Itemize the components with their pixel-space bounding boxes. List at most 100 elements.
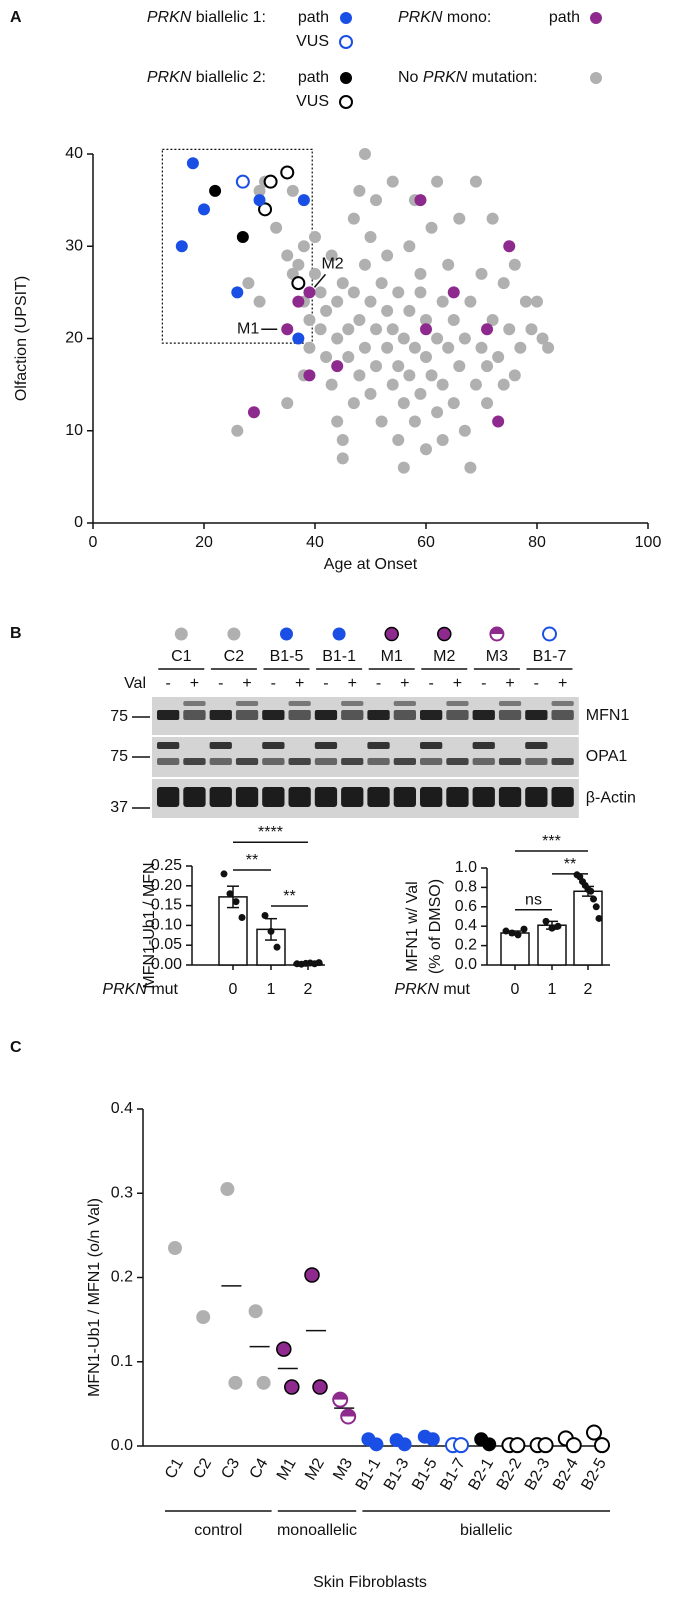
scatter-point: [492, 415, 505, 428]
blot-band: [209, 710, 232, 720]
data-point: [238, 913, 246, 921]
scatter-point: [358, 148, 371, 160]
blot-band: [367, 710, 390, 720]
text-span: (% of DMSO): [427, 879, 444, 974]
text-span: -: [376, 675, 381, 692]
text-span: biallelic 2:: [191, 69, 266, 86]
scatter-point: [403, 369, 416, 382]
text-span: 0.00: [151, 956, 182, 973]
scatter-point: [436, 433, 449, 446]
text-span: mutation:: [467, 69, 537, 86]
data-point: [220, 870, 228, 878]
scatter-point: [375, 415, 388, 428]
blot-band: [341, 701, 364, 706]
text-span: C1: [171, 648, 192, 665]
scatter-point: [497, 378, 510, 391]
scatter-point: [420, 314, 432, 327]
sample-label: C1: [171, 648, 192, 665]
significance-label: **: [283, 888, 295, 905]
text-span: biallelic: [460, 1522, 512, 1539]
treatment-sign: +: [400, 675, 409, 692]
text-span: 1: [548, 981, 557, 998]
scatter-point: [370, 194, 383, 207]
text-span: +: [348, 675, 357, 692]
y-axis-label: MFN1 w/ Val: [404, 881, 421, 971]
x-axis-label: Skin Fibroblasts: [313, 1574, 427, 1591]
data-point: [284, 1379, 300, 1395]
blot-band: [472, 710, 495, 720]
scatter-point: [235, 174, 250, 189]
text-span: 40: [306, 534, 324, 551]
text-span: mut: [439, 981, 471, 998]
blot-band: [367, 742, 390, 749]
treatment-sign: -: [428, 675, 433, 692]
scatter-point: [447, 286, 460, 299]
scatter-point: [481, 323, 494, 336]
blot-band: [393, 710, 416, 720]
blot-band: [498, 787, 522, 807]
blot-band: [262, 787, 285, 807]
sample-label: M3: [486, 648, 508, 665]
scatter-point: [436, 378, 449, 391]
y-tick-label: 0: [74, 514, 83, 531]
legend-group-label: PRKN mono:: [398, 9, 491, 26]
text-span: 1.0: [455, 859, 477, 876]
text-span: 20: [195, 534, 213, 551]
text-span: 0.4: [455, 917, 477, 934]
scatter-point: [386, 378, 399, 391]
scatter-point: [198, 203, 210, 216]
treatment-sign: +: [242, 675, 251, 692]
blot-band: [235, 758, 259, 765]
scatter-point: [508, 258, 521, 271]
y-tick-label: 0.25: [151, 857, 182, 874]
data-point: [542, 917, 550, 925]
blot-band: [551, 710, 574, 720]
scatter-point: [325, 378, 338, 391]
text-span: 0.10: [151, 917, 182, 934]
scatter-point: [536, 332, 549, 345]
scatter-point: [247, 406, 260, 419]
text-span: 0.20: [151, 877, 182, 894]
text-span: +: [295, 675, 304, 692]
x-tick-label: 100: [635, 534, 662, 551]
y-tick-label: 0.0: [455, 956, 477, 973]
scatter-point: [514, 341, 527, 354]
x-tick-label: 2: [304, 981, 313, 998]
scatter-point: [292, 295, 305, 308]
blot-band: [525, 787, 548, 807]
text-span: 0.3: [111, 1184, 133, 1201]
scatter-point: [353, 369, 366, 382]
scatter-point: [420, 443, 432, 456]
data-point: [332, 1391, 349, 1408]
legend-label: VUS: [296, 93, 329, 110]
text-span: +: [400, 675, 409, 692]
text-span: PRKN: [423, 69, 468, 86]
treatment-sign: +: [453, 675, 462, 692]
blot-band: [288, 758, 311, 765]
text-span: 1: [267, 981, 276, 998]
text-span: PRKN: [394, 981, 439, 998]
text-span: 60: [417, 534, 435, 551]
text-span: path: [298, 9, 329, 26]
text-span: M1: [381, 648, 403, 665]
scatter-point: [347, 212, 360, 225]
data-point: [590, 895, 597, 903]
treatment-sign: +: [505, 675, 514, 692]
data-point: [586, 1424, 602, 1441]
text-span: Skin Fibroblasts: [313, 1574, 427, 1591]
scatter-point: [431, 406, 444, 419]
sample-label: C2: [224, 648, 245, 665]
scatter-point: [392, 360, 405, 373]
scatter-point: [531, 295, 543, 308]
text-span: 37: [110, 799, 128, 816]
blot-band: [183, 758, 206, 765]
sample-marker: [384, 626, 399, 642]
scatter-point: [303, 341, 316, 354]
sample-marker: [280, 627, 293, 641]
treatment-sign: -: [271, 675, 276, 692]
text-span: 0.4: [111, 1100, 133, 1117]
text-span: path: [549, 9, 580, 26]
data-point: [228, 1375, 243, 1390]
significance-label: **: [564, 856, 576, 873]
